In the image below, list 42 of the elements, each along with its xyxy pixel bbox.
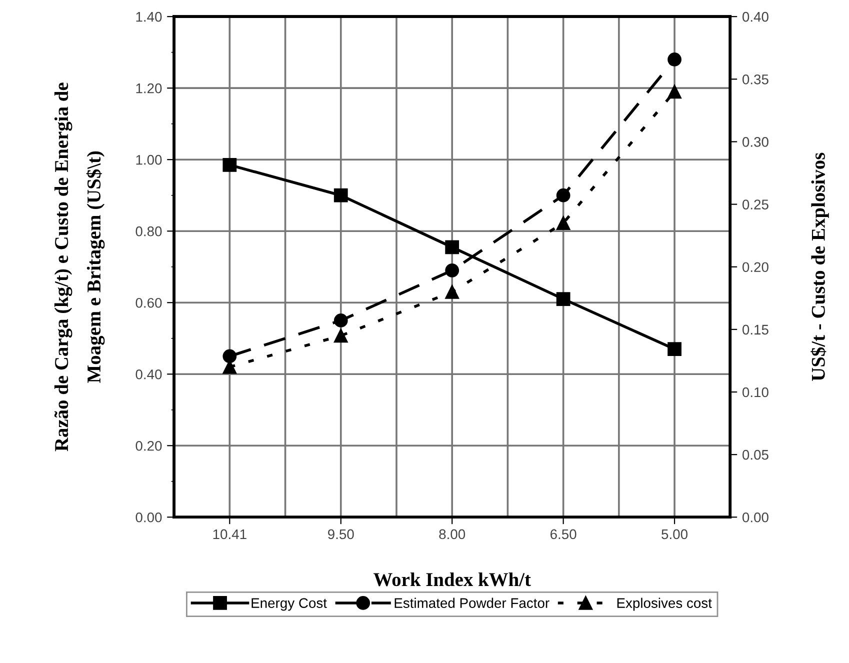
x-tick-label: 8.00 [439, 529, 466, 540]
y-tick-label: 0.20 [136, 440, 162, 451]
x-tick-label: 6.50 [550, 529, 576, 540]
point [556, 292, 570, 306]
point [556, 188, 570, 202]
y-tick-label: 0.60 [136, 298, 162, 308]
y2-tick-label: 0.00 [742, 512, 768, 522]
point [668, 52, 682, 66]
y-tick-label: 0.80 [136, 226, 162, 236]
point [668, 84, 682, 99]
point [445, 240, 460, 254]
point [222, 158, 237, 172]
y2-tick-label: 0.20 [742, 262, 768, 272]
point [222, 349, 237, 364]
y-tick-label: 1.00 [136, 154, 162, 165]
point [334, 314, 348, 328]
point [668, 342, 682, 356]
y2-axis-title: US$/t - Custo de Explosivos [810, 152, 829, 381]
point [334, 188, 348, 202]
y2-tick-label: 0.40 [742, 12, 768, 22]
point [556, 216, 570, 230]
y-tick-label: 1.40 [136, 12, 162, 22]
y-tick-label: 1.20 [136, 83, 162, 94]
y-axis-title: Razão de Carga (kg/t) e Custo de Energia de Moagem e Britagem (US$\t) [54, 82, 105, 452]
x-axis-title: Work Index kWh/t [373, 572, 531, 586]
point [445, 284, 460, 299]
point [445, 263, 460, 278]
y2-tick-label: 0.10 [742, 387, 768, 398]
legend-label: Energy Cost [252, 598, 327, 611]
x-tick-label: 5.00 [662, 529, 688, 540]
point [334, 328, 348, 343]
legend-label: Explosives cost [617, 598, 712, 611]
x-tick-label: 10.41 [213, 529, 246, 540]
y2-tick-label: 0.35 [742, 74, 768, 84]
legend-label: Estimated Powder Factor [394, 598, 550, 608]
x-tick-label: 9.50 [328, 529, 354, 540]
y2-tick-label: 0.05 [742, 450, 768, 460]
y2-tick-label: 0.30 [742, 137, 768, 147]
y2-tick-label: 0.15 [742, 324, 768, 335]
y2-tick-label: 0.25 [742, 200, 768, 210]
y-tick-label: 0.00 [136, 512, 162, 522]
y-tick-label: 0.40 [136, 369, 162, 380]
